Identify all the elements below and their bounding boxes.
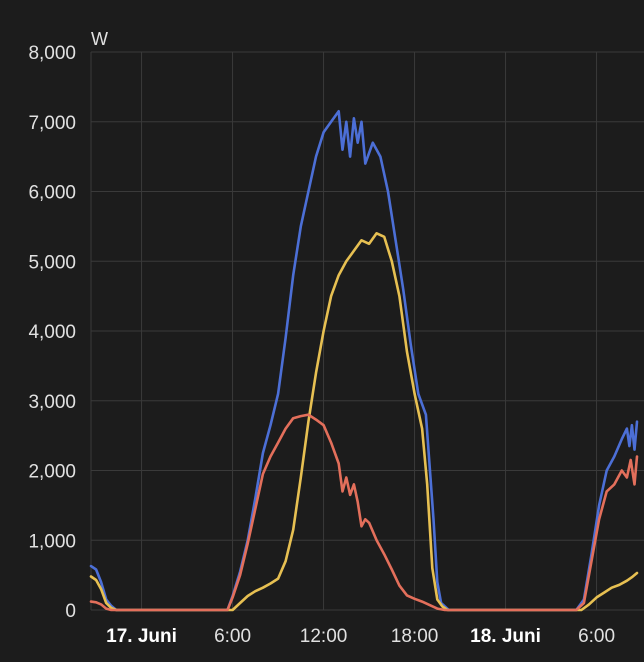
- y-tick-label: 0: [65, 601, 76, 622]
- x-tick-label: 17. Juni: [106, 626, 177, 647]
- y-tick-label: 7,000: [28, 113, 76, 134]
- x-tick-label: 12:00: [300, 626, 348, 647]
- y-tick-label: 6,000: [28, 183, 76, 204]
- y-tick-label: 8,000: [28, 43, 76, 64]
- y-tick-label: 3,000: [28, 392, 76, 413]
- x-tick-label: 6:00: [214, 626, 251, 647]
- y-tick-label: 5,000: [28, 252, 76, 273]
- series-line-1: [89, 232, 639, 612]
- series-lines: [89, 110, 639, 612]
- y-axis-tick-labels: 0 1,000 2,000 3,000 4,000 5,000 6,000 7,000 8,00…: [28, 43, 76, 622]
- y-tick-label: 2,000: [28, 462, 76, 483]
- x-tick-label: 6:00: [578, 626, 615, 647]
- series-line-0: [89, 110, 639, 612]
- y-axis-unit-label: W: [91, 29, 108, 49]
- grid: [90, 51, 644, 611]
- x-axis-tick-labels: 17. Juni 6:00 12:00 18:00 18. Juni 6:00: [106, 626, 615, 647]
- x-tick-label: 18:00: [391, 626, 439, 647]
- y-tick-label: 1,000: [28, 531, 76, 552]
- series-line-2: [89, 413, 639, 612]
- x-tick-label: 18. Juni: [470, 626, 541, 647]
- y-tick-label: 4,000: [28, 322, 76, 343]
